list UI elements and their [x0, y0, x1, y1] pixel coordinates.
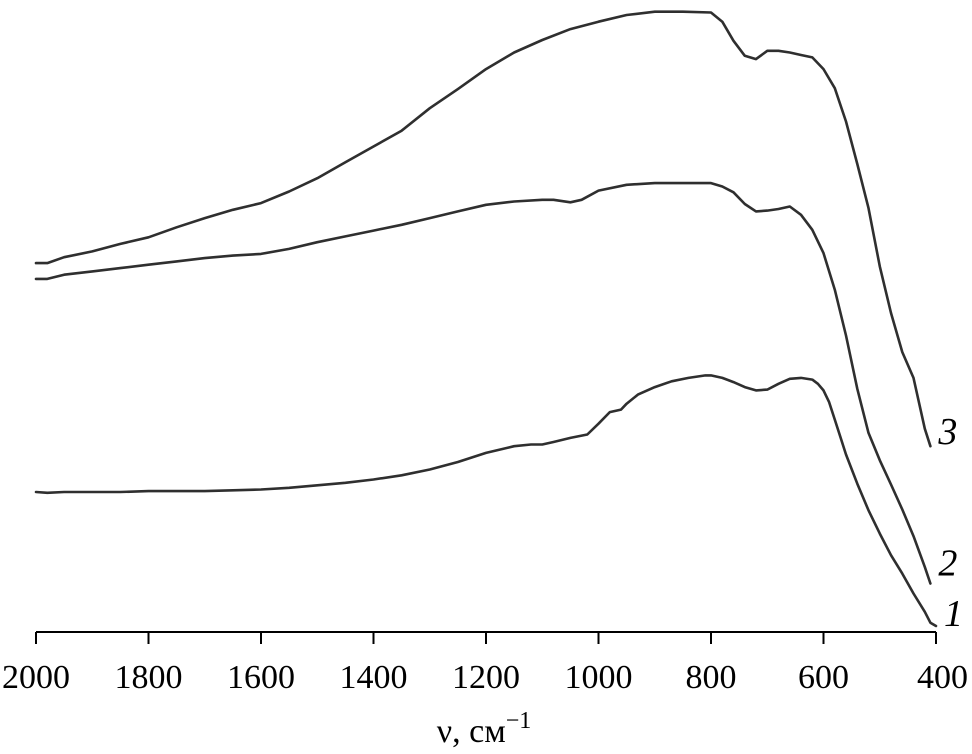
x-axis-title: ν, см−1 [437, 708, 532, 750]
series-label-3: 3 [937, 411, 957, 453]
series-label-1: 1 [944, 593, 963, 635]
spectra-curves [34, 10, 938, 628]
x-axis-title-main: ν, см [437, 713, 506, 750]
x-tick-label-1600: 1600 [227, 659, 295, 696]
x-axis-title-exponent: −1 [506, 708, 532, 734]
series-labels: 1 2 3 [937, 411, 963, 635]
x-tick-label-1800: 1800 [115, 659, 183, 696]
x-axis: 2000 1800 1600 1400 1200 1000 800 600 400 [2, 631, 968, 696]
x-ticks: 2000 1800 1600 1400 1200 1000 800 600 400 [2, 632, 968, 696]
series-line-2 [34, 181, 932, 585]
x-tick-label-400: 400 [917, 659, 968, 696]
x-tick-label-1200: 1200 [452, 659, 520, 696]
x-tick-label-600: 600 [798, 659, 849, 696]
x-tick-label-1000: 1000 [565, 659, 633, 696]
x-tick-label-800: 800 [686, 659, 737, 696]
series-line-3 [34, 10, 932, 448]
x-tick-label-2000: 2000 [2, 659, 70, 696]
series-label-2: 2 [938, 543, 957, 585]
x-tick-label-1400: 1400 [340, 659, 408, 696]
series-line-1 [34, 374, 938, 628]
